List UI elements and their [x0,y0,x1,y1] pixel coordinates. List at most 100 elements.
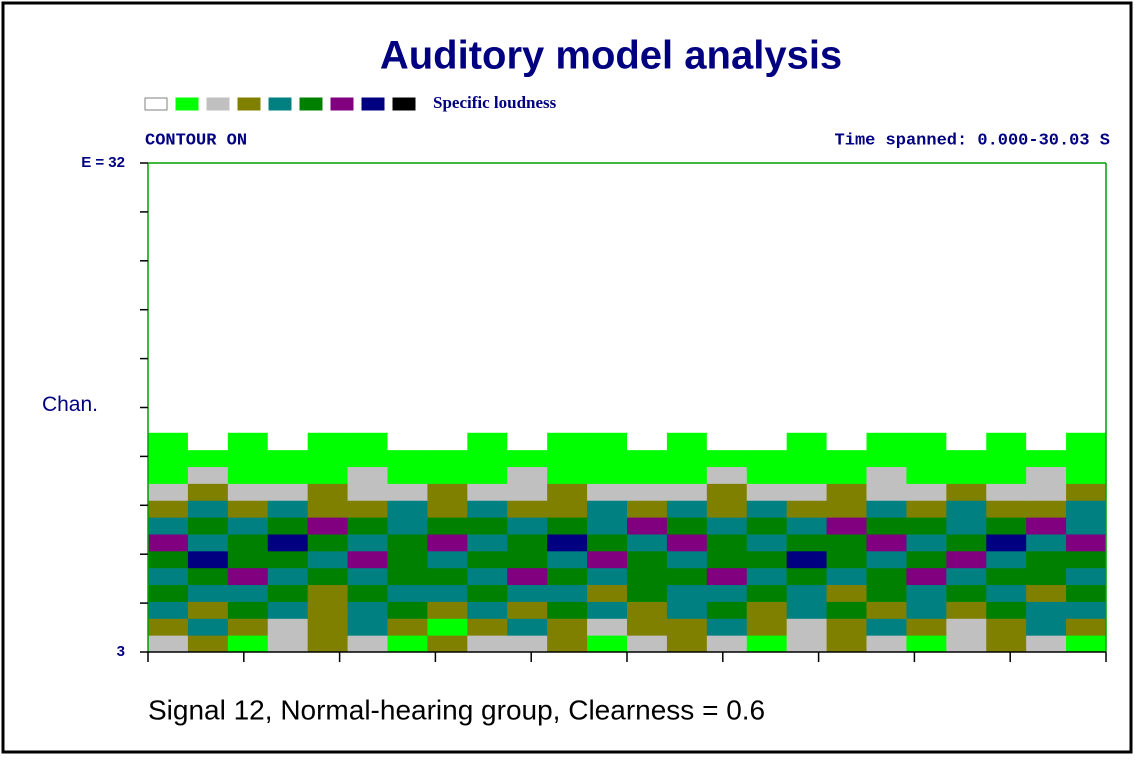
heat-cell [1026,568,1066,585]
heat-cell [986,450,1026,467]
heat-cell [1026,585,1066,602]
heat-cell [268,433,308,450]
heat-cell [827,601,867,618]
heat-cell [308,450,348,467]
legend-swatch [207,98,229,110]
heat-cell [507,618,547,635]
heat-cell [867,568,907,585]
heat-cell [946,601,986,618]
legend-swatch [238,98,260,110]
heat-cell [348,568,388,585]
heat-cell [388,467,428,484]
heat-cell [707,483,747,500]
heat-cell [827,551,867,568]
heat-cell [427,618,467,635]
heat-cell [827,568,867,585]
heat-cell [667,467,707,484]
heat-cell [946,635,986,652]
heat-cell [467,467,507,484]
heat-cell [228,483,268,500]
heat-cell [148,585,188,602]
heat-cell [787,618,827,635]
legend-swatch [145,98,167,110]
heat-cell [1026,450,1066,467]
heat-cell [308,483,348,500]
heat-cell [1066,618,1106,635]
heat-cell [867,433,907,450]
heat-cell [388,568,428,585]
heat-cell [787,568,827,585]
heat-cell [747,635,787,652]
heat-cell [348,534,388,551]
heat-cell [308,568,348,585]
heat-cell [228,568,268,585]
heat-cell [747,618,787,635]
heat-cell [787,450,827,467]
heat-cell [946,450,986,467]
heat-cell [148,483,188,500]
heat-cell [547,483,587,500]
heat-cell [627,601,667,618]
heat-cell [427,500,467,517]
heat-cell [308,433,348,450]
heat-cell [348,467,388,484]
heat-cell [148,467,188,484]
heat-cell [427,601,467,618]
heat-cell [547,585,587,602]
heat-cell [188,467,228,484]
legend-swatch [362,98,384,110]
heat-cell [587,433,627,450]
heat-cell [747,450,787,467]
heat-cell [867,618,907,635]
heat-cell [1066,433,1106,450]
heat-cell [587,517,627,534]
heat-cell [787,483,827,500]
legend-swatch [393,98,415,110]
heat-cell [507,467,547,484]
heat-cell [946,551,986,568]
heat-cell [787,601,827,618]
heat-cell [188,618,228,635]
heat-cell [906,500,946,517]
heat-cell [946,500,986,517]
legend-label: Specific loudness [433,93,557,112]
heat-cell [188,500,228,517]
heat-cell [308,551,348,568]
heat-cell [268,483,308,500]
heat-cell [787,551,827,568]
heat-cell [427,483,467,500]
heat-cell [707,568,747,585]
heat-cell [587,450,627,467]
heat-cell [747,551,787,568]
heat-cell [867,483,907,500]
heat-cell [388,635,428,652]
heat-cell [587,500,627,517]
heat-cell [467,517,507,534]
heat-cell [188,517,228,534]
heat-cell [667,568,707,585]
heat-cell [348,450,388,467]
heat-cell [747,568,787,585]
heat-cell [787,585,827,602]
heat-cell [148,635,188,652]
heat-cell [667,601,707,618]
heat-cell [707,551,747,568]
heat-cell [547,500,587,517]
heat-cell [1026,635,1066,652]
heat-cell [268,500,308,517]
heat-cell [707,635,747,652]
heat-cell [388,585,428,602]
heat-cell [188,635,228,652]
heat-cell [388,483,428,500]
heat-cell [867,635,907,652]
heat-cell [787,517,827,534]
heat-cell [946,585,986,602]
heat-cell [467,568,507,585]
heat-cell [268,551,308,568]
heat-cell [986,585,1026,602]
heat-cell [747,601,787,618]
heat-cell [867,585,907,602]
heat-cell [986,601,1026,618]
heat-cell [707,534,747,551]
heat-cell [1066,568,1106,585]
